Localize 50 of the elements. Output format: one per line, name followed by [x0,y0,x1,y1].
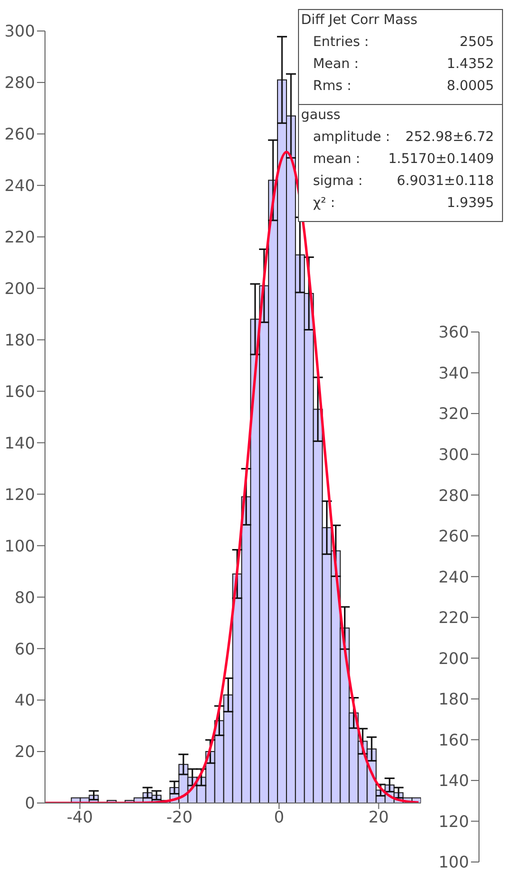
y2-tick-label: 360 [438,322,469,342]
annotation: χ² : [313,195,336,213]
y-tick-label: 220 [4,228,35,247]
y2-tick-label: 200 [438,648,469,668]
annotation: Entries : [313,34,369,52]
x-tick-label: -40 [66,807,93,826]
y-tick-label: 180 [4,330,35,350]
y2-tick-label: 180 [438,690,469,709]
y2-tick-label: 100 [438,852,469,872]
y2-tick-label: 300 [438,444,469,464]
y-tick-label: 260 [4,124,35,144]
x-tick-label: -20 [166,807,193,826]
y2-tick-label: 240 [438,567,469,586]
annotation: 1.5170±0.1409 [388,151,494,169]
annotation: 6.9031±0.118 [396,173,494,191]
y-tick-label: 280 [4,73,35,92]
annotation: mean : [313,151,360,169]
annotation: sigma : [313,173,363,191]
y2-tick-label: 120 [438,812,469,831]
annotation: Rms : [313,78,352,96]
y-tick-label: 60 [14,639,35,658]
y2-tick-label: 280 [438,486,469,505]
y2-tick-label: 340 [438,363,469,382]
annotation: Mean : [313,56,359,74]
x-tick-label: 20 [368,807,389,826]
y2-tick-label: 160 [438,730,469,750]
y2-tick-label: 140 [438,771,469,790]
text: 1.4352 [446,56,494,72]
y-tick-label: 140 [4,433,35,452]
y-tick-label: 20 [14,742,35,762]
text: 1.9395 [446,195,494,211]
y2-tick-label: 320 [438,404,469,424]
y-tick-label: 240 [4,176,35,196]
y-tick-label: 200 [4,279,35,298]
text: 8.0005 [446,78,494,94]
y-tick-label: 100 [4,536,35,556]
y-tick-label: 40 [14,690,35,710]
y-tick-label: 160 [4,382,35,401]
y2-tick-label: 220 [438,608,469,628]
annotation: 252.98±6.72 [405,129,494,147]
annotation: amplitude : [313,129,390,147]
annotation: gauss [301,107,342,125]
y-tick-label: 300 [4,22,35,41]
text: Diff Jet Corr Mass [301,12,418,28]
y2-tick-label: 260 [438,526,469,546]
text: 2505 [460,34,494,50]
y-tick-label: 0 [24,794,35,813]
y-tick-label: 120 [4,484,35,504]
y-tick-label: 80 [14,588,35,607]
x-tick-label: 0 [274,807,284,826]
